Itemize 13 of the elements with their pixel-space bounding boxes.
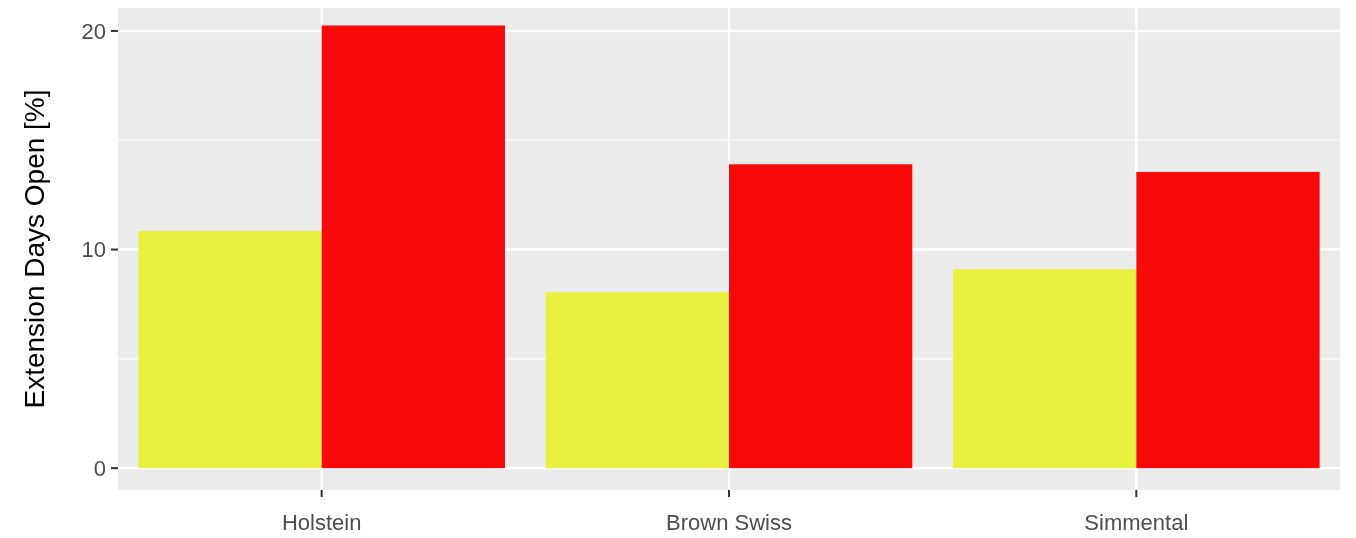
bar xyxy=(1136,171,1320,469)
y-tick-label: 10 xyxy=(81,237,106,263)
x-tick-label: Brown Swiss xyxy=(666,510,792,535)
bar xyxy=(545,292,729,469)
y-axis-title: Extension Days Open [%] xyxy=(19,89,50,409)
y-tick-label: 0 xyxy=(93,455,106,481)
bar xyxy=(138,230,322,469)
bar xyxy=(729,164,913,469)
bar xyxy=(321,25,505,469)
x-tick-label: Simmental xyxy=(1084,510,1189,535)
x-tick-label: Holstein xyxy=(281,510,362,535)
y-tick-label: 20 xyxy=(81,18,106,44)
bar xyxy=(953,269,1137,469)
